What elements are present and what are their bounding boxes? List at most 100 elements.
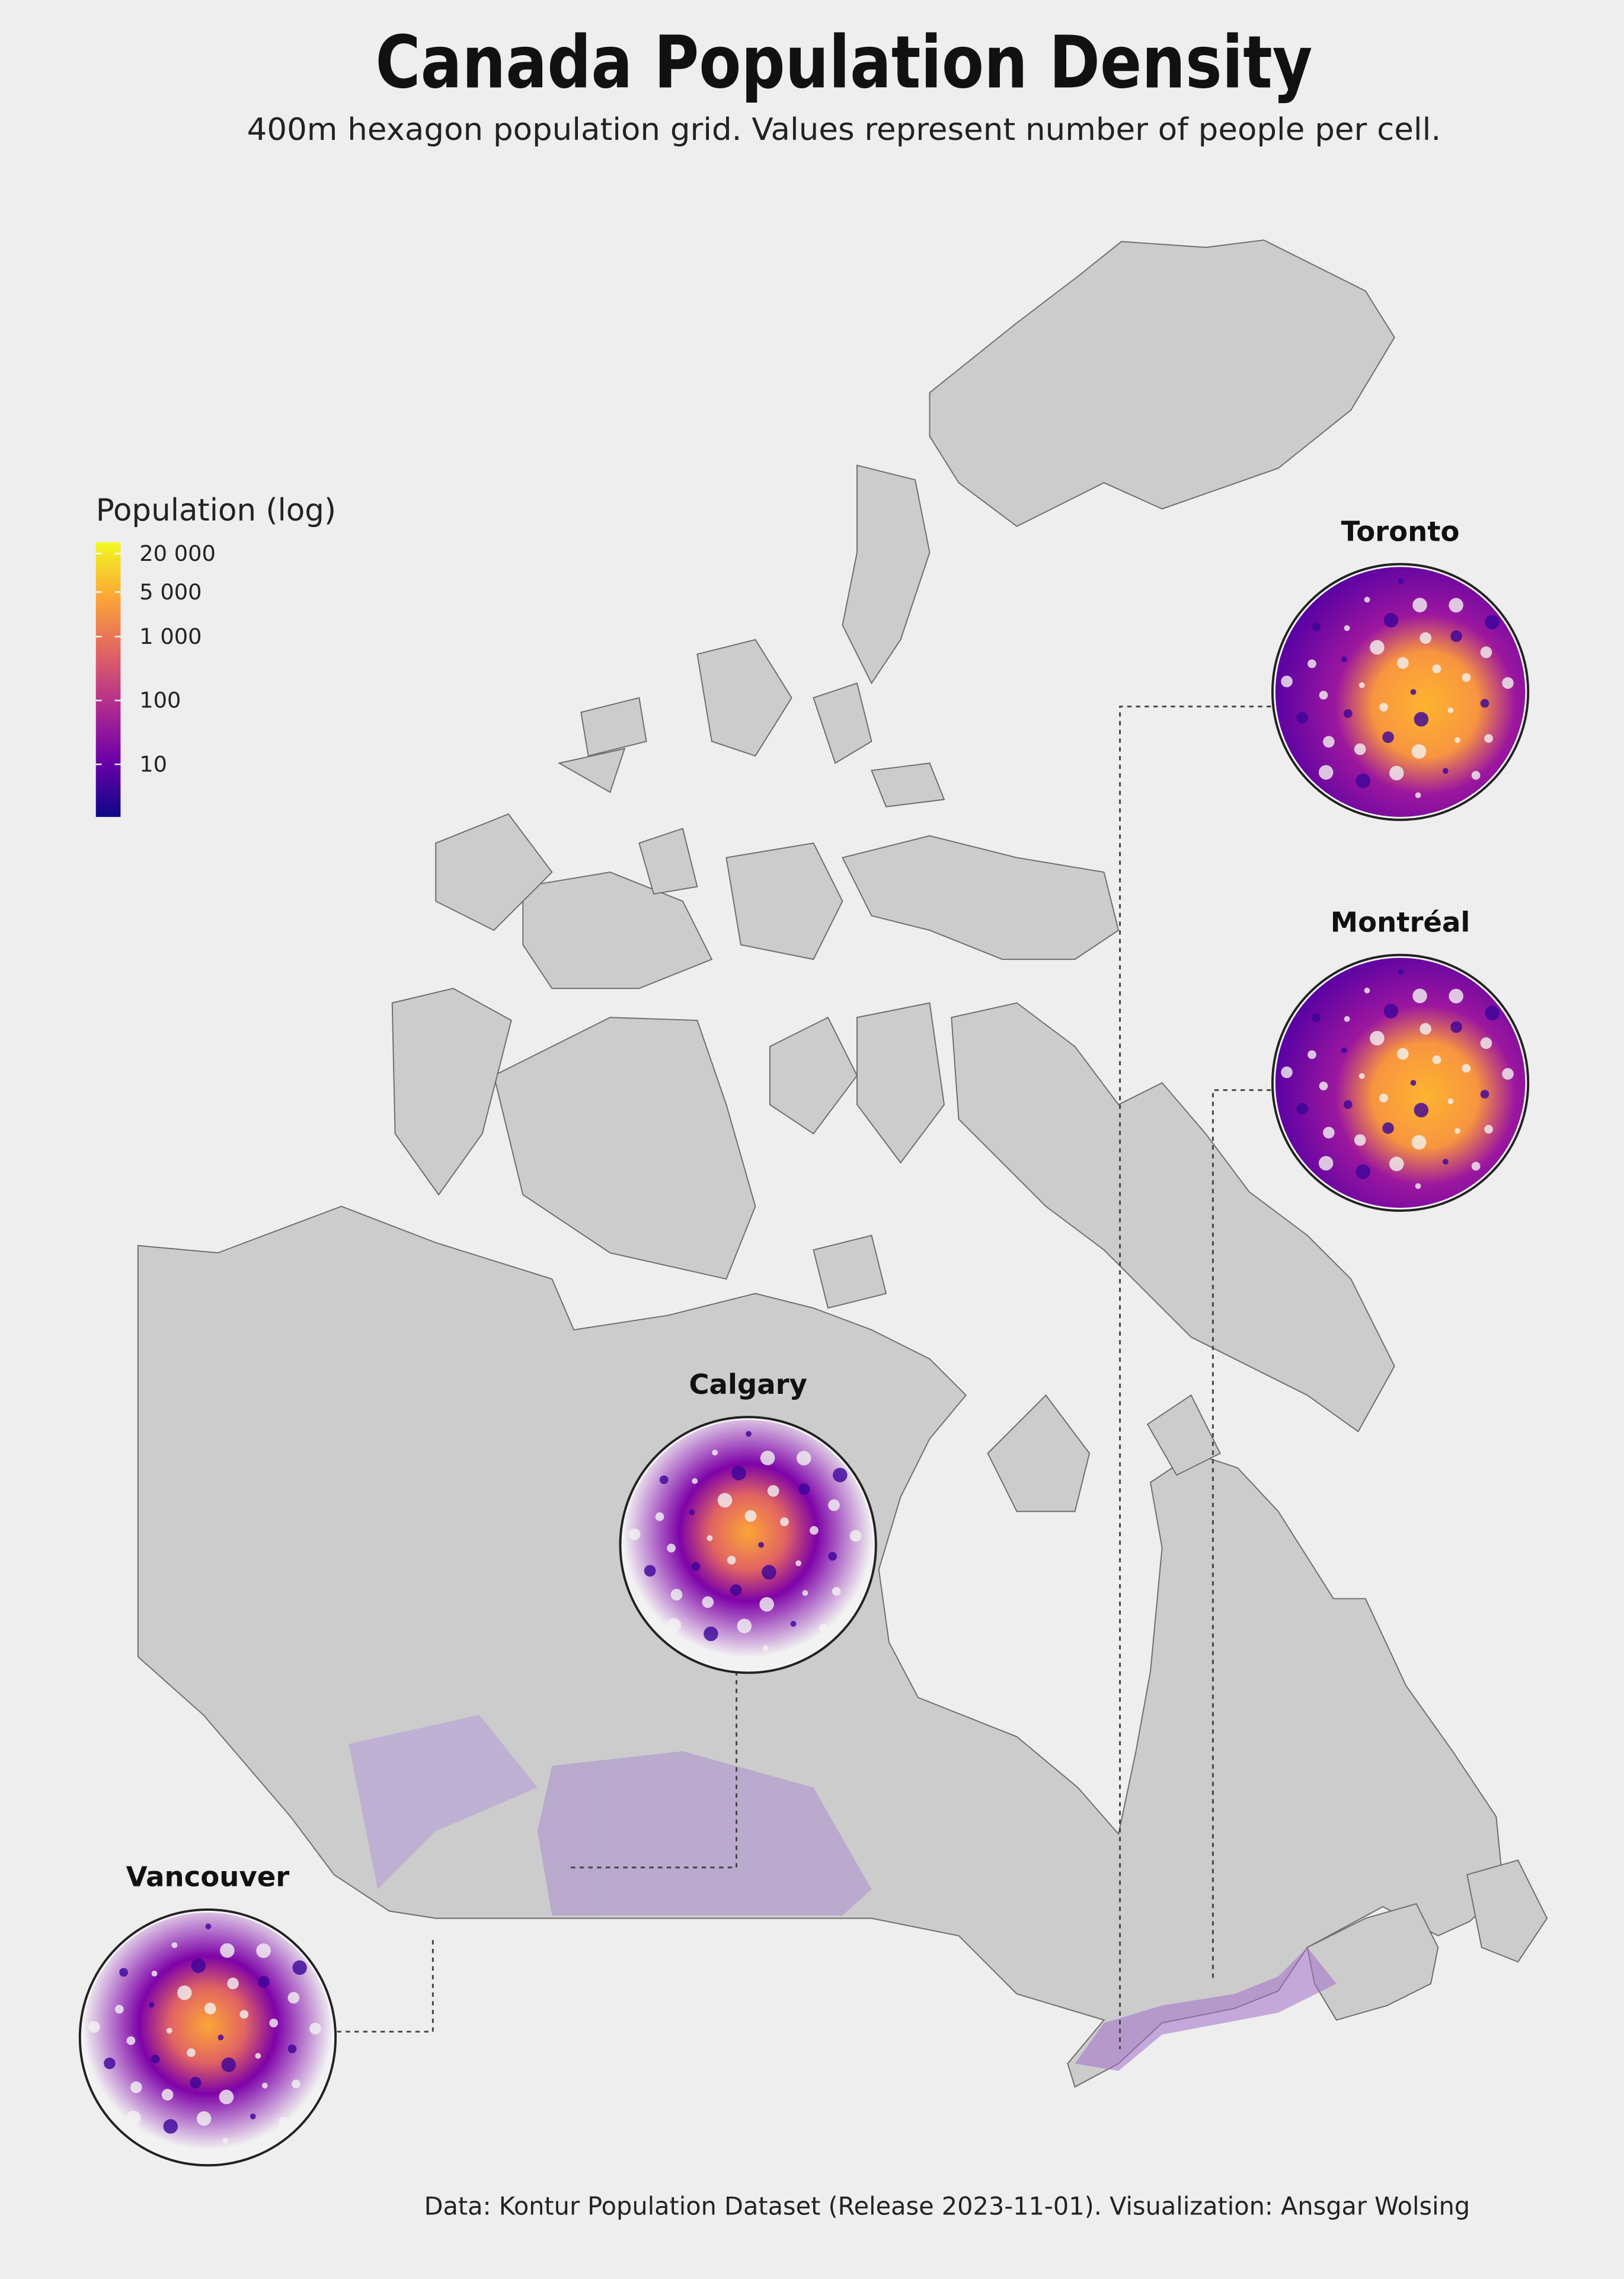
title: Canada Population Density <box>376 20 1313 105</box>
inset-speck <box>1480 646 1492 659</box>
inset-speck <box>1397 1048 1409 1060</box>
inset-speck <box>1397 657 1409 669</box>
inset-speck <box>1343 709 1353 718</box>
connectors <box>337 706 1271 2050</box>
toronto-connector <box>1119 706 1271 2050</box>
inset-speck <box>177 1986 192 2000</box>
inset-speck <box>763 1645 769 1651</box>
inset-speck <box>287 1991 300 2004</box>
victoria <box>493 1017 756 1280</box>
inset-speck <box>148 2002 155 2008</box>
inset-speck <box>250 2113 256 2120</box>
inset-speck <box>1389 1156 1404 1172</box>
inset-speck <box>828 1552 837 1561</box>
inset-speck <box>220 1943 235 1958</box>
inset-border <box>78 1908 337 2167</box>
inset-speck <box>1307 1050 1316 1059</box>
inset-speck <box>1484 1125 1493 1134</box>
inset-speck <box>1370 640 1385 655</box>
inset-speck <box>1383 1004 1399 1019</box>
somerset <box>856 1002 945 1164</box>
inset-speck <box>798 1483 810 1495</box>
inset-speck <box>205 1923 212 1930</box>
legend-title: Population (log) <box>96 493 336 528</box>
inset-speck <box>706 1535 713 1541</box>
inset-speck <box>258 1975 270 1988</box>
inset-speck <box>1420 632 1431 644</box>
inset-speck <box>1341 1047 1347 1054</box>
inset-speck <box>1281 675 1293 688</box>
caption: Data: Kontur Population Dataset (Release… <box>424 2192 1470 2221</box>
inset-speck <box>256 1943 271 1958</box>
inset-speck <box>222 2137 229 2144</box>
inset-speck <box>163 2119 178 2134</box>
inset-speck <box>790 1621 797 1627</box>
axel-heiberg <box>842 464 931 685</box>
legend-tick-label: 10 <box>139 751 167 777</box>
inset-speck <box>832 1587 841 1596</box>
inset-speck <box>1415 792 1421 799</box>
inset-speck <box>1319 1081 1328 1091</box>
inset-speck <box>1502 1068 1514 1080</box>
inset-speck <box>1398 577 1404 584</box>
inset-speck <box>1354 743 1366 755</box>
city-insets: Toronto Montréal Calgary Vancouver <box>78 515 1530 2167</box>
corridor-population <box>1075 1947 1337 2071</box>
legend-tick-label: 5 000 <box>139 579 202 605</box>
inset-speck <box>1356 773 1371 789</box>
inset-density <box>1275 567 1526 817</box>
inset-speck <box>1411 744 1427 759</box>
inset-speck <box>1480 698 1489 708</box>
maritimes <box>1306 1859 1548 2021</box>
inset-speck <box>255 2053 261 2059</box>
inset-speck <box>261 2082 268 2089</box>
inset-speck <box>88 2021 100 2033</box>
inset-speck <box>712 1450 718 1456</box>
inset-speck <box>849 1530 862 1542</box>
inset-speck <box>1480 1037 1492 1049</box>
inset-speck <box>1447 1098 1454 1105</box>
bathurst <box>725 842 843 960</box>
legend-ticks: 20 000 5 000 1 000 100 10 <box>95 541 216 777</box>
inset-speck <box>126 2110 141 2125</box>
inset-speck <box>279 2116 288 2125</box>
inset-speck <box>655 1512 664 1521</box>
inset-speck <box>1485 1006 1500 1020</box>
inset-speck <box>269 2018 279 2028</box>
inset-label: Montréal <box>1331 907 1470 939</box>
inset-speck <box>190 2077 202 2089</box>
montreal-connector <box>1211 1089 1271 1980</box>
inset-speck <box>187 2048 196 2057</box>
inset-speck <box>1410 689 1417 695</box>
inset-speck <box>151 1970 158 1977</box>
bc-population <box>349 1715 538 1889</box>
inset-speck <box>1410 1080 1417 1086</box>
inset-speck <box>1358 682 1365 688</box>
baffin <box>951 1002 1395 1433</box>
inset-speck <box>1379 703 1388 712</box>
inset-speck <box>737 1619 752 1633</box>
inset-speck <box>833 1467 848 1483</box>
inset-speck <box>1442 768 1449 774</box>
inset-speck <box>1462 1064 1471 1073</box>
inset-speck <box>161 2089 174 2101</box>
inset-speck <box>1364 987 1370 994</box>
inset-speck <box>1432 1055 1441 1064</box>
inset-speck <box>762 1565 776 1580</box>
inset-speck <box>292 2079 300 2089</box>
inset-speck <box>130 2081 142 2093</box>
inset-speck <box>1344 1016 1350 1022</box>
inset-speck <box>628 1528 641 1540</box>
inset-border <box>1271 953 1530 1212</box>
inset-speck <box>744 1510 757 1522</box>
inset-speck <box>746 1431 752 1437</box>
inset-speck <box>1442 1158 1449 1165</box>
inset-speck <box>1420 1023 1431 1035</box>
inset-speck <box>1398 969 1404 975</box>
inset-speck <box>1432 664 1441 674</box>
inset-label: Calgary <box>689 1368 807 1400</box>
inset-speck <box>204 2002 216 2015</box>
inset-speck <box>1471 1161 1481 1171</box>
